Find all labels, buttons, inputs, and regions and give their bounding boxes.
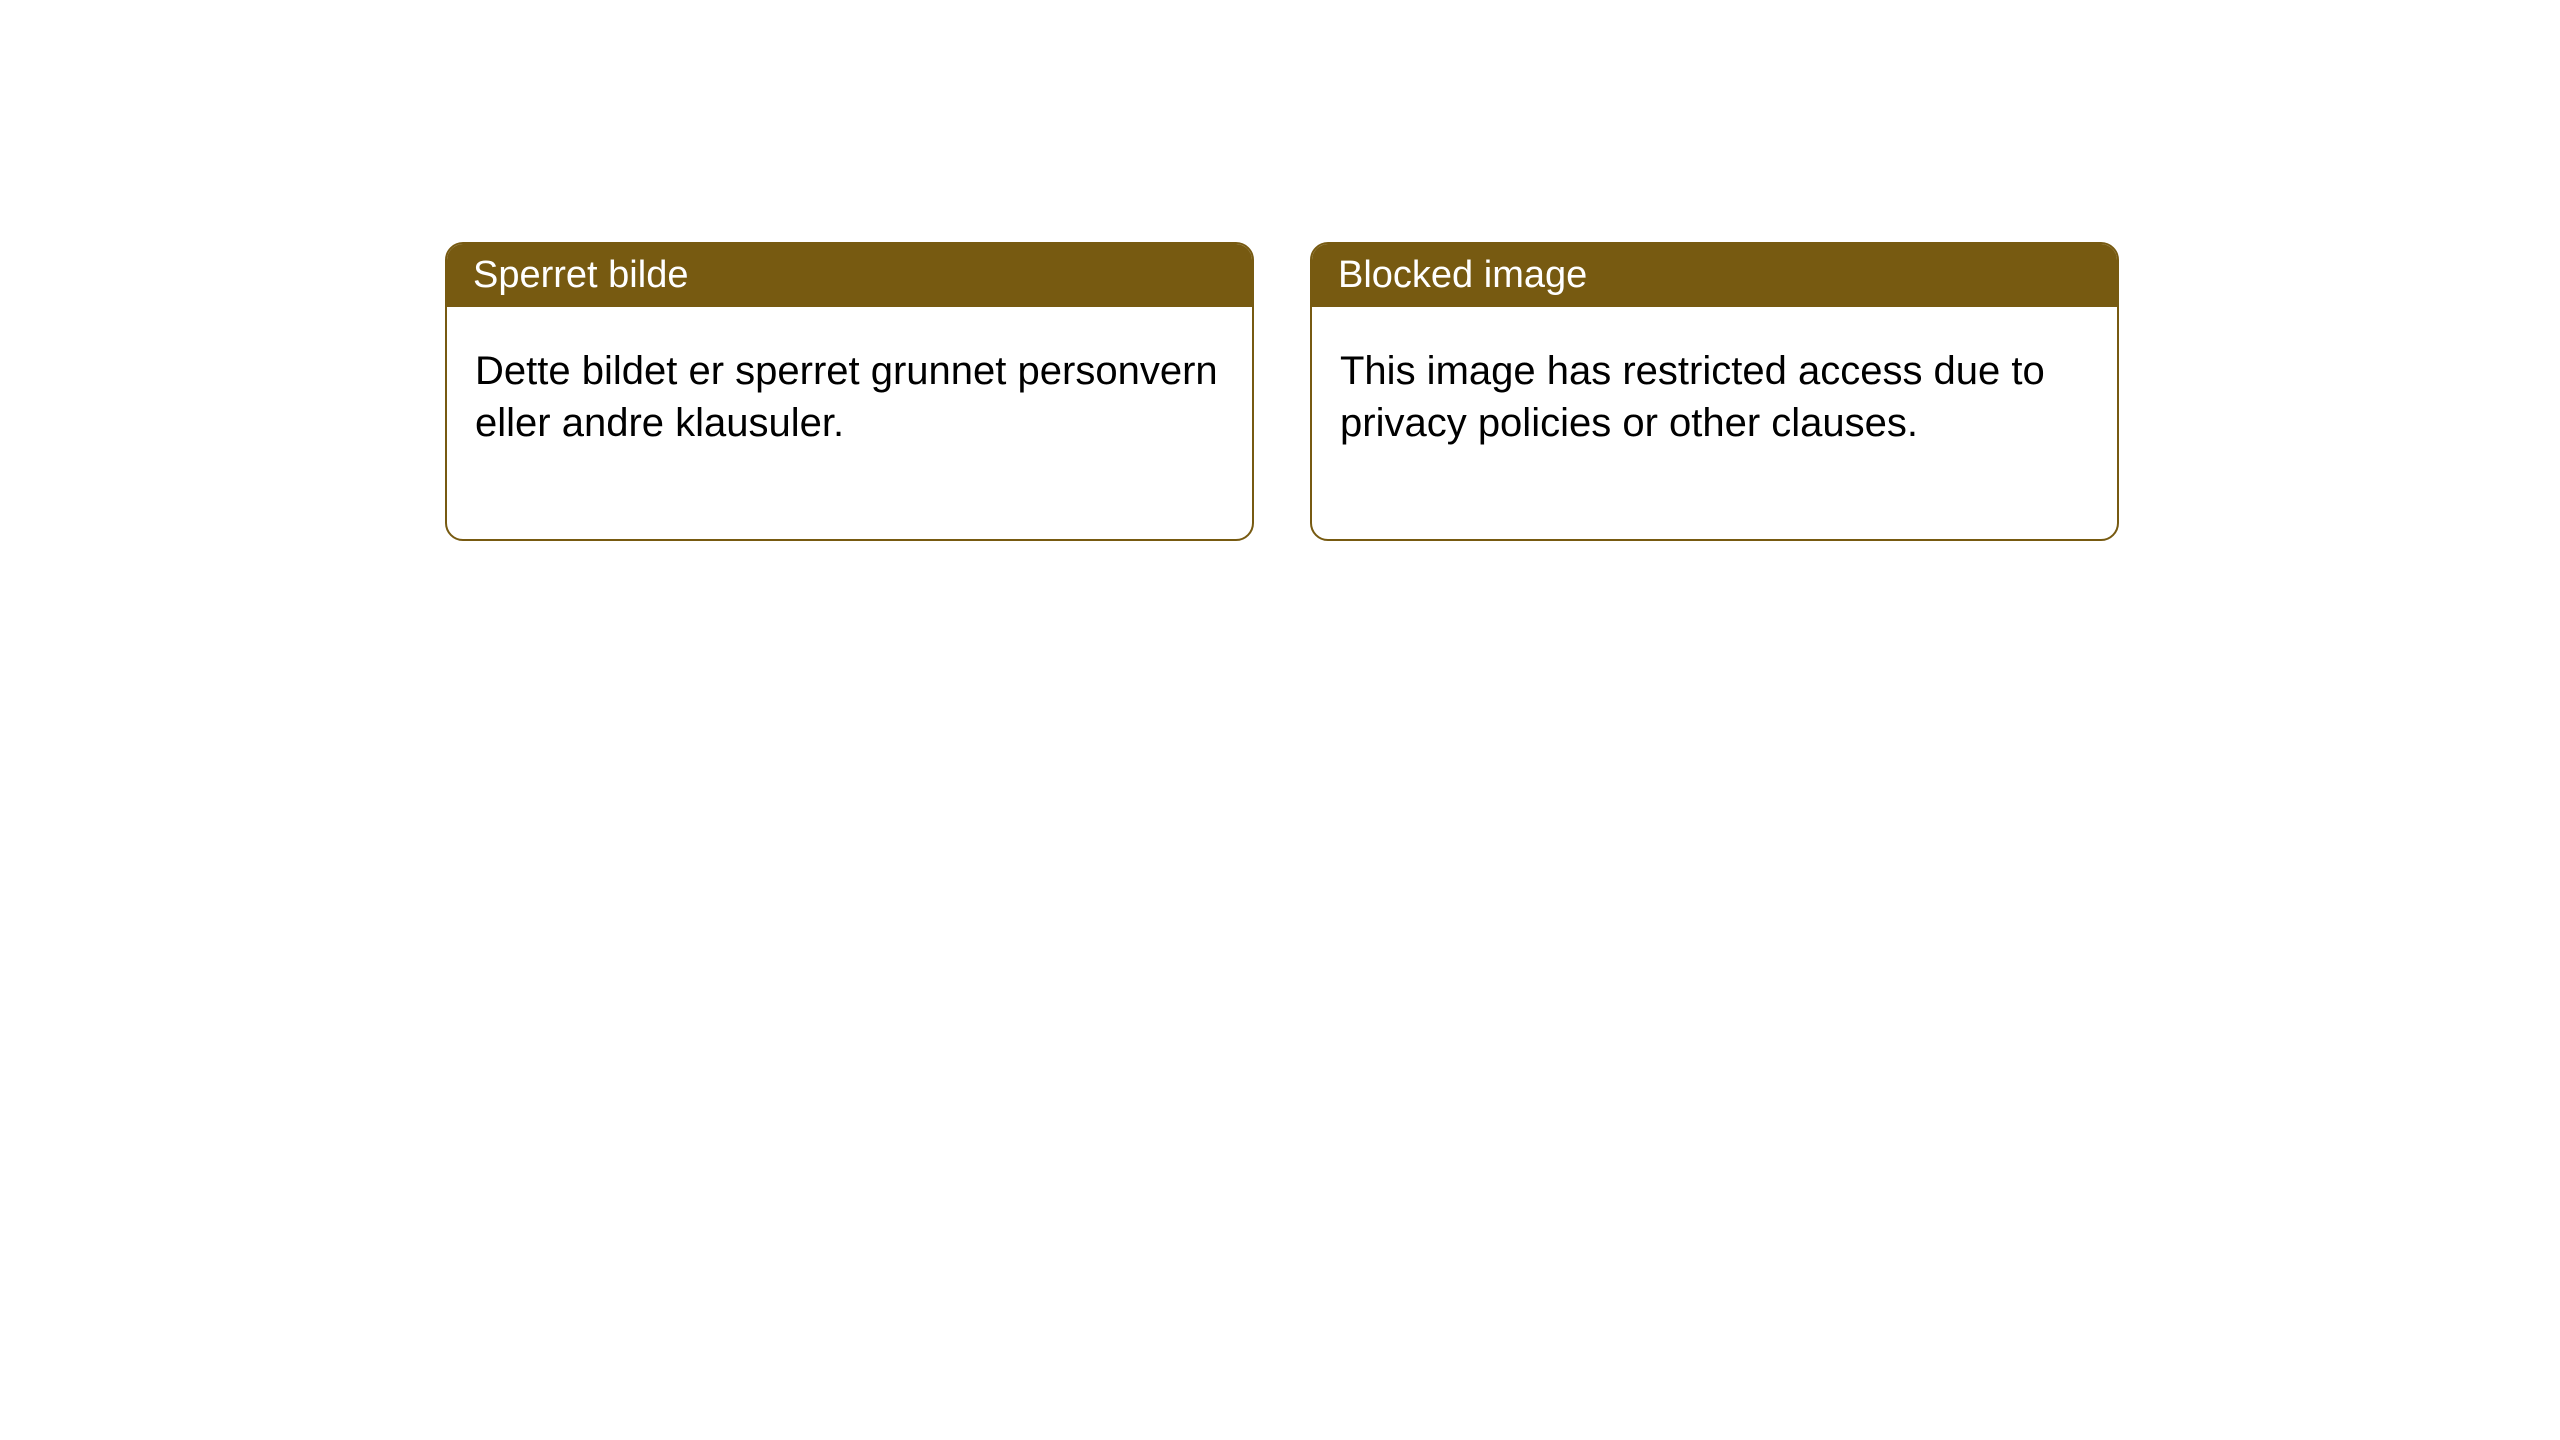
notice-body: Dette bildet er sperret grunnet personve… bbox=[447, 307, 1252, 539]
notice-container: Sperret bilde Dette bildet er sperret gr… bbox=[0, 0, 2560, 541]
notice-header: Blocked image bbox=[1312, 244, 2117, 307]
notice-body: This image has restricted access due to … bbox=[1312, 307, 2117, 539]
notice-card-english: Blocked image This image has restricted … bbox=[1310, 242, 2119, 541]
notice-card-norwegian: Sperret bilde Dette bildet er sperret gr… bbox=[445, 242, 1254, 541]
notice-header: Sperret bilde bbox=[447, 244, 1252, 307]
